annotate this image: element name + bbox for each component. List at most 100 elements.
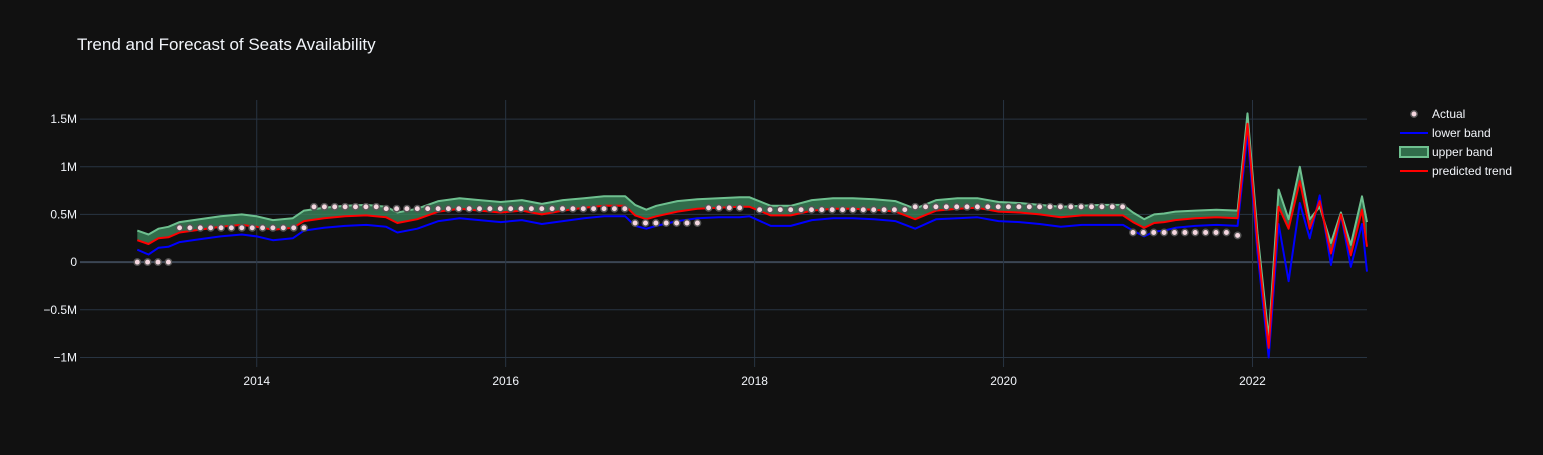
actual-point: [683, 219, 691, 227]
actual-point: [1222, 228, 1231, 237]
actual-point: [434, 204, 443, 213]
actual-point: [880, 205, 889, 214]
actual-point: [485, 204, 494, 213]
y-tick-label: 1.5M: [50, 112, 77, 126]
axis-tick-labels: 1.5M 1M 0.5M 0 −0.5M −1M 2014 2016 2018 2020 2022: [43, 112, 1266, 388]
y-tick-label: 1M: [60, 160, 77, 174]
actual-point: [1233, 231, 1242, 240]
actual-point: [289, 223, 298, 232]
actual-point: [517, 204, 525, 213]
actual-point: [320, 202, 329, 211]
actual-point: [465, 204, 474, 213]
actual-point: [994, 202, 1003, 211]
actual-point: [1087, 202, 1096, 211]
actual-point: [620, 204, 629, 213]
actual-point: [828, 205, 837, 214]
actual-point: [279, 223, 288, 232]
legend[interactable]: Actual lower band upper band predicted tren…: [1399, 107, 1512, 178]
actual-point: [1025, 202, 1034, 211]
actual-point: [662, 219, 671, 227]
legend-label-lower: lower band: [1432, 126, 1491, 140]
actual-point: [952, 202, 961, 211]
actual-point: [1004, 202, 1013, 211]
actual-point: [942, 202, 951, 211]
actual-point: [900, 205, 909, 214]
x-tick-label: 2014: [243, 374, 270, 388]
x-tick-label: 2016: [492, 374, 519, 388]
actual-point: [869, 205, 878, 214]
x-tick-label: 2018: [741, 374, 768, 388]
actual-point: [921, 202, 930, 211]
actual-point: [1056, 202, 1065, 211]
actual-point: [392, 204, 401, 213]
x-tick-label: 2022: [1239, 374, 1266, 388]
actual-point: [310, 202, 318, 211]
actual-point: [1212, 228, 1220, 237]
actual-point: [248, 223, 257, 232]
actual-point: [164, 258, 173, 267]
actual-point: [506, 204, 515, 213]
actual-point: [341, 202, 350, 211]
actual-point: [807, 205, 816, 214]
actual-point: [755, 205, 764, 214]
actual-point: [444, 204, 453, 213]
actual-point: [1149, 228, 1158, 237]
actual-point: [330, 202, 339, 211]
actual-point: [175, 223, 184, 232]
actual-point: [1180, 228, 1189, 237]
actual-point: [537, 204, 546, 213]
actual-point: [1046, 202, 1054, 211]
actual-point: [423, 204, 432, 213]
legend-label-upper: upper band: [1432, 145, 1493, 159]
actual-point: [786, 205, 795, 214]
grid-lines: [80, 100, 1367, 367]
actual-point: [143, 258, 152, 267]
actual-point: [558, 204, 567, 213]
actual-point: [568, 204, 577, 213]
actual-point: [133, 258, 142, 267]
actual-point: [631, 219, 640, 227]
actual-point: [1160, 228, 1169, 237]
actual-point: [579, 204, 588, 213]
actual-point: [268, 223, 277, 232]
y-tick-label: −0.5M: [43, 303, 77, 317]
actual-point: [610, 204, 619, 213]
actual-point: [227, 223, 236, 232]
y-tick-label: −1M: [53, 350, 77, 364]
actual-point: [1201, 228, 1210, 237]
x-tick-label: 2020: [990, 374, 1017, 388]
chart-title: Trend and Forecast of Seats Availability: [77, 35, 376, 54]
actual-point: [859, 205, 868, 214]
actual-point: [797, 205, 806, 214]
actual-point: [651, 219, 660, 227]
actual-point: [848, 205, 857, 214]
actual-point: [1170, 228, 1179, 237]
actual-point: [1108, 202, 1117, 211]
actual-point: [496, 204, 505, 213]
actual-point: [372, 202, 381, 211]
actual-point: [196, 223, 205, 232]
legend-label-actual: Actual: [1432, 107, 1465, 121]
actual-point: [1097, 202, 1106, 211]
actual-point: [600, 204, 608, 213]
actual-point: [527, 204, 536, 213]
plot-area: [133, 112, 1368, 359]
actual-point: [413, 204, 422, 213]
actual-point: [475, 204, 484, 213]
actual-point: [1066, 202, 1075, 211]
actual-point: [911, 202, 920, 211]
actual-point: [1129, 228, 1137, 237]
y-tick-label: 0.5M: [50, 207, 77, 221]
actual-point: [454, 204, 463, 213]
actual-point: [402, 204, 411, 213]
actual-point: [931, 202, 940, 211]
actual-point: [1118, 202, 1127, 211]
actual-point: [963, 202, 971, 211]
actual-point: [1191, 228, 1200, 237]
actual-point: [217, 223, 226, 232]
actual-point: [185, 223, 194, 232]
actual-point: [704, 203, 713, 212]
actual-point: [973, 202, 982, 211]
actual-point: [1014, 202, 1023, 211]
